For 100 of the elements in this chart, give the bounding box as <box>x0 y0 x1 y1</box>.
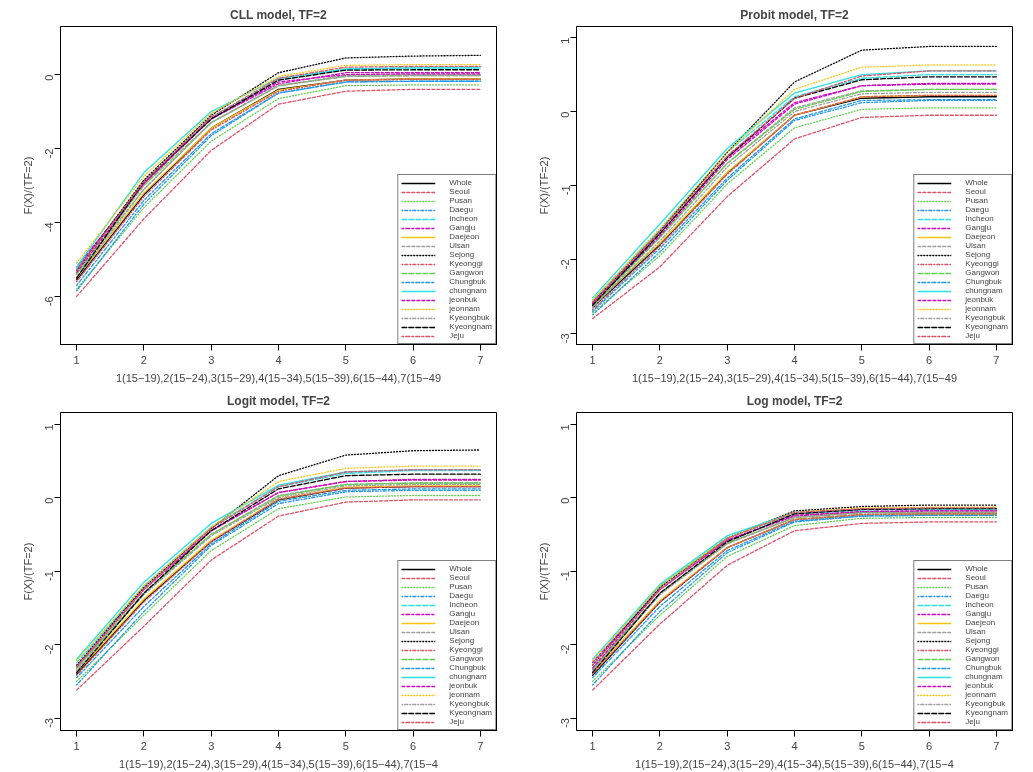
legend-label: Pusan <box>449 196 472 205</box>
y-axis-title: F(X)/(TF=2) <box>537 542 550 601</box>
y-tick-label: -3 <box>559 333 572 344</box>
legend-label: Incheon <box>965 214 994 223</box>
legend-label: Sejong <box>965 250 991 259</box>
x-tick-label: 6 <box>926 739 933 752</box>
y-tick-label: -1 <box>43 571 56 581</box>
legend-label: Seoul <box>449 573 470 582</box>
legend-label: Whole <box>449 564 472 573</box>
chart-title: Probit model, TF=2 <box>740 7 849 22</box>
y-tick-label: -3 <box>559 718 572 728</box>
y-axis-title: F(X)/(TF=2) <box>21 542 34 601</box>
legend-label: chungnam <box>965 672 1003 681</box>
y-axis-title: F(X)/(TF=2) <box>537 156 550 215</box>
x-tick-label: 5 <box>858 353 865 366</box>
legend-label: Kyeongbuk <box>965 313 1006 322</box>
legend-label: Daegu <box>965 205 989 214</box>
legend-label: Jeju <box>449 717 465 726</box>
y-tick-label: -2 <box>43 148 56 159</box>
y-tick-label: -1 <box>559 571 572 581</box>
y-tick-label: -4 <box>43 222 56 233</box>
legend-label: Whole <box>965 564 988 573</box>
x-tick-label: 1 <box>589 739 596 752</box>
legend-label: Daejeon <box>965 618 996 627</box>
y-tick-label: 1 <box>559 424 572 431</box>
legend-label: Kyeonggi <box>449 645 483 654</box>
x-tick-label: 6 <box>926 353 933 366</box>
legend-label: Kyeonggi <box>965 259 999 268</box>
x-tick-label: 2 <box>140 353 147 366</box>
legend-label: Pusan <box>449 582 472 591</box>
legend-label: Whole <box>449 178 472 187</box>
legend-label: jeonnam <box>449 690 480 699</box>
legend-label: Whole <box>965 178 988 187</box>
legend-label: Kyeongbuk <box>449 699 490 708</box>
legend-label: chungnam <box>449 672 487 681</box>
legend-label: Daegu <box>449 205 473 214</box>
legend-label: jeonbuk <box>449 295 478 304</box>
x-tick-label: 6 <box>410 739 417 752</box>
legend-label: Incheon <box>965 600 994 609</box>
legend-label: jeonbuk <box>965 295 994 304</box>
legend-label: Gangju <box>449 223 476 232</box>
x-tick-label: 1 <box>73 353 80 366</box>
x-tick-label: 7 <box>993 739 1000 752</box>
legend-label: Gangwon <box>965 654 1000 663</box>
x-tick-label: 1 <box>73 739 80 752</box>
legend-label: Pusan <box>965 582 988 591</box>
legend-label: chungnam <box>965 286 1003 295</box>
y-tick-label: 0 <box>559 111 572 118</box>
legend-label: Incheon <box>449 600 478 609</box>
legend-label: Chungbuk <box>965 277 1002 286</box>
legend-label: Gangwon <box>965 268 1000 277</box>
y-tick-label: 0 <box>43 74 56 81</box>
y-tick-label: -2 <box>43 644 56 655</box>
legend-label: jeonnam <box>965 690 996 699</box>
legend-label: Kyeongnam <box>449 708 492 717</box>
legend-label: Jeju <box>965 331 981 340</box>
x-tick-label: 1 <box>589 353 596 366</box>
x-axis-title: 1(15−19),2(15−24),3(15−29),4(15−34),5(15−39),6(15−44),7(15−49 <box>115 371 442 384</box>
chart-title: Log model, TF=2 <box>746 393 843 408</box>
legend-label: Ulsan <box>449 627 470 636</box>
legend-label: Gangju <box>965 609 992 618</box>
x-tick-label: 4 <box>791 353 798 366</box>
x-tick-label: 2 <box>656 739 663 752</box>
x-tick-label: 7 <box>477 353 484 366</box>
chart-title: Logit model, TF=2 <box>227 393 331 408</box>
legend-label: Seoul <box>449 187 470 196</box>
legend-label: Kyeongnam <box>965 708 1008 717</box>
legend-label: Gangwon <box>449 268 484 277</box>
legend-label: Chungbuk <box>965 663 1002 672</box>
legend-label: Sejong <box>449 636 475 645</box>
legend-label: Gangwon <box>449 654 484 663</box>
y-tick-label: 0 <box>559 497 572 504</box>
legend-label: jeonnam <box>965 304 996 313</box>
y-tick-label: -2 <box>559 259 572 270</box>
y-tick-label: -6 <box>43 296 56 307</box>
legend-label: Daejeon <box>449 618 480 627</box>
chart-title: CLL model, TF=2 <box>230 7 328 22</box>
x-tick-label: 7 <box>477 739 484 752</box>
legend-label: Ulsan <box>449 241 470 250</box>
legend-label: Kyeonggi <box>449 259 483 268</box>
x-tick-label: 3 <box>208 739 215 752</box>
legend-label: Jeju <box>965 717 981 726</box>
x-tick-label: 2 <box>140 739 147 752</box>
x-tick-label: 4 <box>275 353 282 366</box>
x-tick-label: 3 <box>724 739 731 752</box>
x-tick-label: 2 <box>656 353 663 366</box>
x-tick-label: 4 <box>275 739 282 752</box>
x-tick-label: 7 <box>993 353 1000 366</box>
legend-label: Kyeongnam <box>965 322 1008 331</box>
legend-label: Incheon <box>449 214 478 223</box>
x-axis-title: 1(15−19),2(15−24),3(15−29),4(15−34),5(15−39),6(15−44),7(15−49 <box>631 371 958 384</box>
legend-label: Kyeongbuk <box>449 313 490 322</box>
legend-label: Jeju <box>449 331 465 340</box>
legend-label: Chungbuk <box>449 277 486 286</box>
legend-label: jeonbuk <box>965 681 994 690</box>
x-tick-label: 5 <box>342 353 349 366</box>
legend-label: jeonnam <box>449 304 480 313</box>
x-axis-title: 1(15−19),2(15−24),3(15−29),4(15−34),5(15−39),6(15−44),7(15−4 <box>635 757 954 770</box>
legend-label: Kyeonggi <box>965 645 999 654</box>
legend-label: chungnam <box>449 286 487 295</box>
